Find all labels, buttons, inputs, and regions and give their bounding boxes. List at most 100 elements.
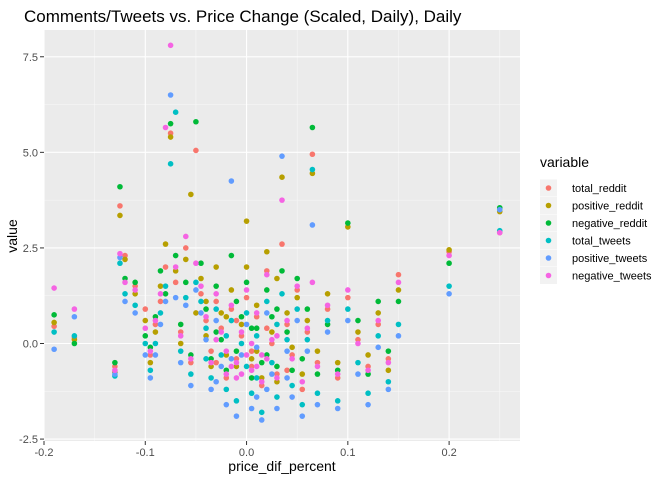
point-total_tweets — [274, 394, 280, 400]
point-total_tweets — [299, 401, 306, 408]
point-negative_tweets — [289, 356, 295, 362]
point-total_tweets — [269, 359, 275, 366]
point-positive_tweets — [309, 222, 316, 228]
point-negative_tweets — [248, 340, 255, 347]
point-total_reddit — [264, 325, 270, 332]
point-total_tweets — [213, 306, 219, 312]
point-negative_reddit — [218, 336, 225, 343]
point-positive_tweets — [253, 394, 260, 400]
point-total_reddit — [162, 264, 169, 270]
point-positive_reddit — [228, 287, 235, 293]
legend-key-point — [545, 185, 552, 191]
point-negative_reddit — [385, 348, 392, 354]
point-negative_tweets — [385, 359, 392, 366]
point-positive_tweets — [274, 405, 280, 412]
point-positive_tweets — [496, 206, 503, 213]
point-positive_reddit — [355, 329, 361, 335]
point-total_reddit — [198, 291, 204, 297]
point-total_tweets — [334, 398, 341, 404]
point-total_reddit — [248, 348, 255, 354]
legend-label-negative_reddit: negative_reddit — [572, 218, 647, 230]
point-positive_tweets — [233, 413, 240, 419]
point-positive_tweets — [284, 348, 290, 354]
y-tick-label: 5.0 — [23, 147, 38, 159]
legend-key-point — [545, 255, 552, 261]
point-negative_tweets — [117, 250, 123, 257]
point-positive_reddit — [279, 174, 285, 180]
point-negative_tweets — [299, 378, 306, 385]
point-total_tweets — [142, 340, 149, 347]
point-positive_tweets — [243, 321, 250, 328]
legend-key-point — [545, 220, 552, 226]
point-positive_tweets — [294, 317, 300, 324]
point-positive_tweets — [167, 92, 174, 98]
point-total_reddit — [279, 241, 285, 247]
point-negative_tweets — [334, 371, 341, 377]
point-negative_tweets — [233, 359, 240, 366]
point-total_tweets — [258, 409, 265, 416]
point-positive_tweets — [152, 352, 159, 358]
point-positive_tweets — [228, 356, 235, 362]
point-positive_tweets — [147, 375, 154, 381]
point-negative_reddit — [71, 340, 78, 347]
point-negative_reddit — [112, 359, 118, 366]
point-positive_tweets — [193, 287, 199, 293]
point-negative_tweets — [238, 329, 245, 335]
point-negative_reddit — [51, 312, 57, 318]
point-total_tweets — [238, 340, 245, 347]
point-positive_reddit — [203, 298, 209, 305]
point-negative_tweets — [269, 336, 275, 343]
point-negative_tweets — [264, 271, 270, 278]
point-negative_tweets — [203, 313, 209, 320]
point-total_tweets — [284, 336, 290, 343]
point-negative_reddit — [177, 321, 184, 328]
legend: variable total_reddit positive_redditnega… — [540, 154, 652, 284]
point-negative_tweets — [213, 291, 219, 297]
point-positive_tweets — [258, 417, 265, 423]
point-negative_reddit — [253, 325, 260, 332]
point-positive_reddit — [117, 212, 123, 219]
point-negative_tweets — [274, 333, 280, 339]
point-negative_reddit — [172, 252, 179, 259]
point-total_tweets — [223, 333, 230, 339]
point-positive_tweets — [314, 401, 321, 408]
point-positive_tweets — [365, 401, 371, 408]
point-total_reddit — [345, 294, 351, 301]
point-positive_tweets — [355, 371, 361, 377]
point-positive_tweets — [228, 178, 235, 184]
point-negative_reddit — [274, 306, 280, 312]
point-negative_tweets — [304, 325, 311, 332]
point-positive_reddit — [177, 340, 184, 347]
point-positive_reddit — [385, 367, 392, 374]
legend-label-positive_tweets: positive_tweets — [572, 253, 648, 265]
point-negative_reddit — [213, 283, 219, 289]
point-total_tweets — [365, 390, 371, 397]
point-total_tweets — [446, 283, 452, 289]
point-negative_tweets — [355, 340, 361, 347]
point-negative_tweets — [496, 229, 503, 236]
point-negative_tweets — [152, 317, 159, 324]
point-positive_reddit — [314, 348, 321, 354]
point-negative_tweets — [208, 359, 214, 366]
point-total_reddit — [208, 348, 214, 354]
point-negative_tweets — [253, 363, 260, 370]
point-negative_tweets — [218, 329, 225, 335]
point-positive_reddit — [188, 191, 194, 198]
point-negative_tweets — [193, 260, 199, 267]
point-total_reddit — [172, 279, 179, 286]
point-total_tweets — [324, 317, 331, 324]
point-negative_reddit — [294, 275, 300, 282]
point-negative_reddit — [243, 279, 250, 286]
point-positive_tweets — [334, 405, 341, 412]
point-negative_reddit — [345, 220, 351, 226]
point-positive_reddit — [193, 310, 199, 316]
point-negative_tweets — [314, 363, 321, 370]
point-positive_tweets — [446, 291, 452, 297]
point-total_tweets — [218, 352, 225, 358]
point-positive_reddit — [122, 256, 128, 263]
point-positive_reddit — [223, 313, 230, 320]
point-negative_tweets — [274, 375, 280, 381]
point-positive_tweets — [177, 359, 184, 366]
point-negative_reddit — [269, 313, 275, 320]
